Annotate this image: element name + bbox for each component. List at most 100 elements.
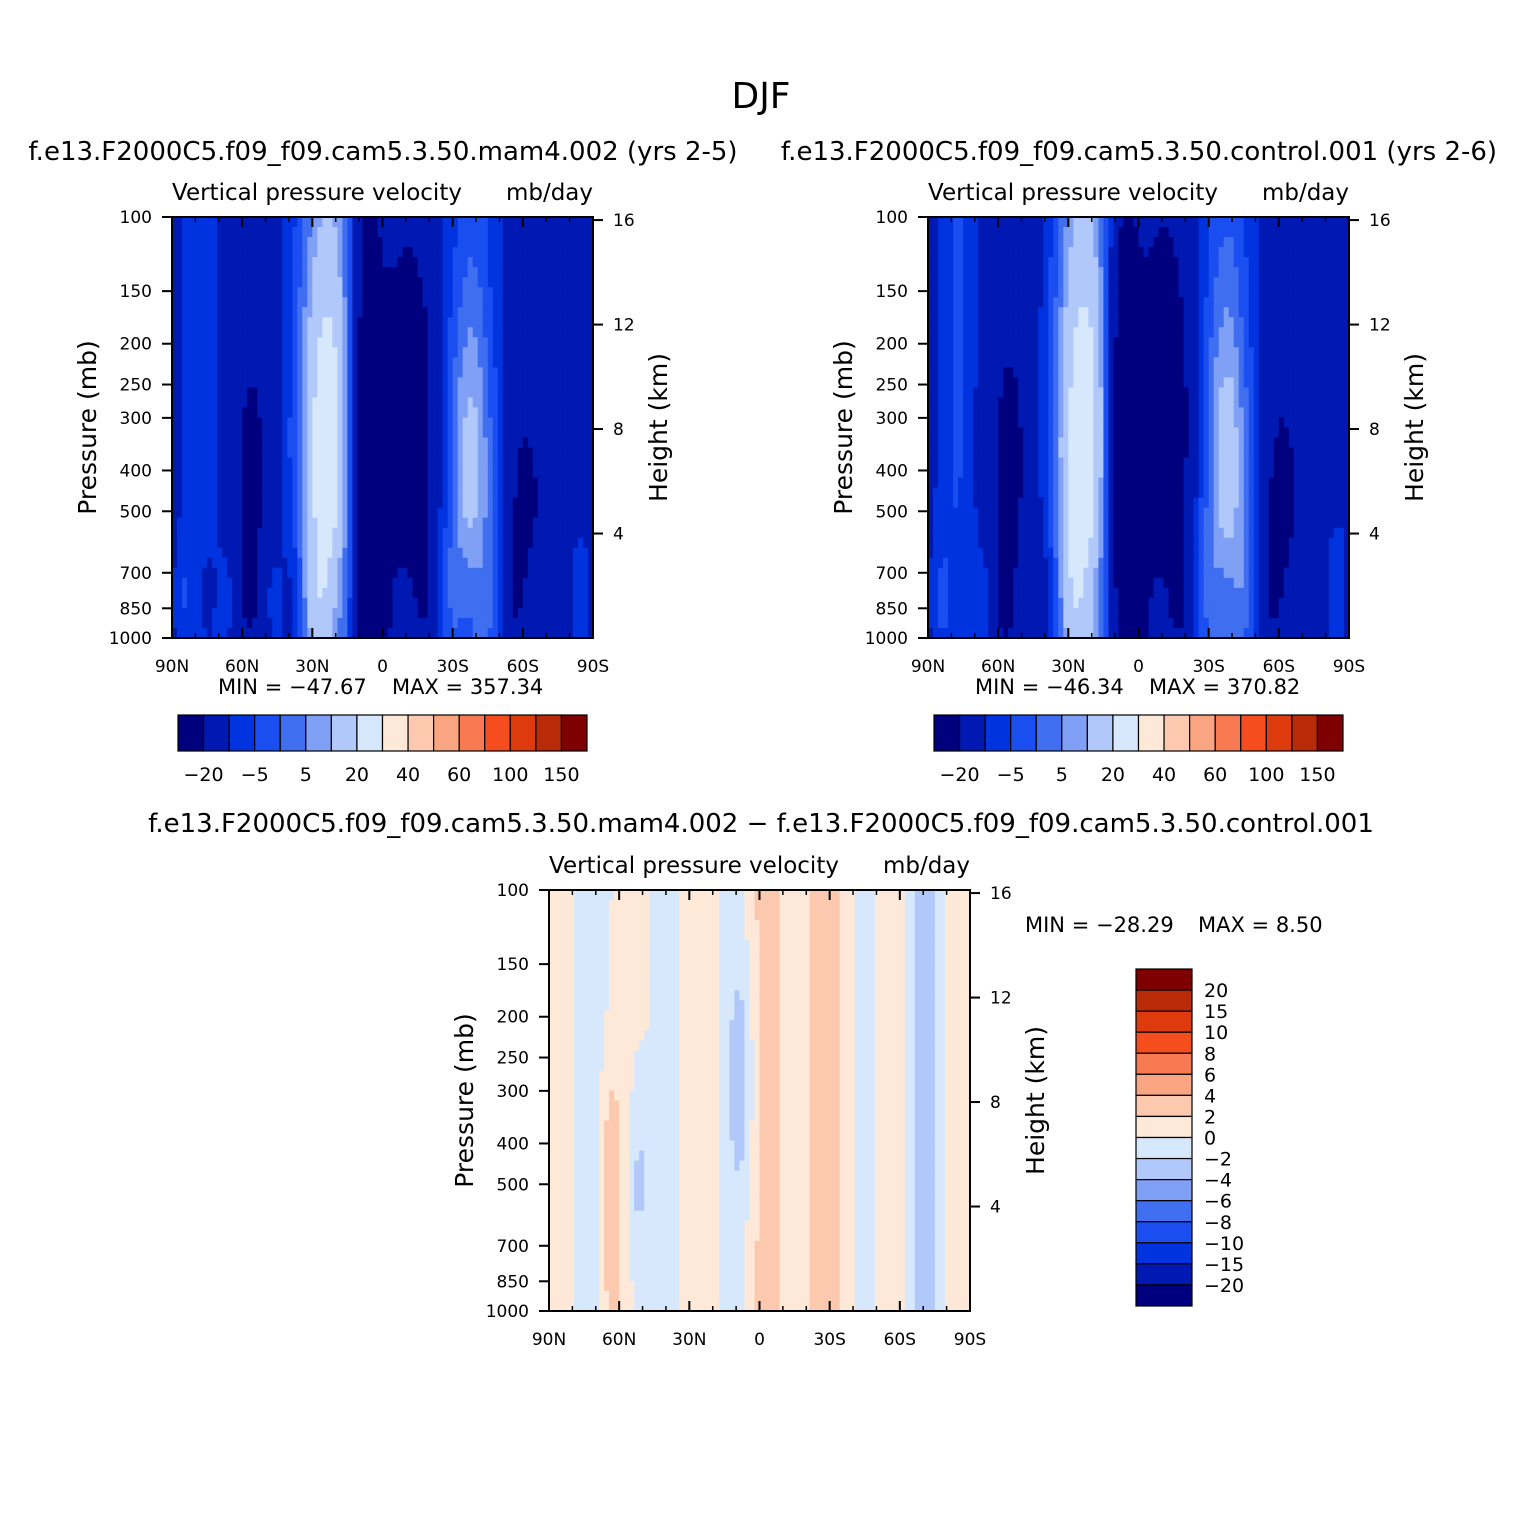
field-cell [492, 557, 499, 569]
field-cell [347, 597, 354, 609]
field-cell [362, 437, 369, 449]
field-cell [387, 487, 394, 499]
field-cell [582, 277, 589, 288]
field-cell [532, 417, 539, 429]
field-cell [1073, 317, 1079, 328]
field-cell [938, 237, 944, 248]
field-cell [407, 327, 414, 338]
field-cell [442, 347, 449, 358]
field-cell [177, 247, 183, 258]
field-cell [497, 397, 504, 409]
field-cell [1203, 257, 1210, 268]
field-cell [512, 547, 519, 559]
field-cell [372, 217, 379, 228]
field-cell [1328, 347, 1335, 358]
field-cell [312, 317, 318, 328]
field-cell [177, 567, 183, 579]
field-cell [407, 597, 414, 609]
colorbar-label: 60 [447, 764, 471, 786]
field-cell [1103, 237, 1110, 248]
field-cell [197, 337, 203, 348]
field-cell [1183, 277, 1190, 288]
field-cell [963, 327, 969, 338]
field-cell [232, 457, 238, 469]
field-cell [182, 257, 188, 268]
field-cell [1123, 287, 1130, 298]
field-cell [487, 377, 494, 388]
field-cell [307, 627, 313, 639]
field-cell [387, 627, 394, 639]
field-cell [282, 397, 288, 409]
field-cell [432, 617, 439, 629]
field-cell [1143, 317, 1150, 328]
field-cell [352, 447, 359, 459]
field-cell [973, 307, 979, 318]
field-cell [297, 327, 303, 338]
field-cell [427, 297, 434, 308]
field-cell [482, 217, 489, 228]
field-cell [472, 567, 479, 579]
field-cell [382, 467, 389, 479]
field-cell [182, 527, 188, 539]
field-cell [1228, 317, 1235, 328]
field-cell [447, 477, 454, 489]
field-cell [327, 357, 333, 368]
field-cell [1153, 307, 1160, 318]
field-cell [197, 557, 203, 569]
field-cell [562, 407, 569, 419]
field-cell [187, 587, 193, 599]
field-cell [1338, 277, 1345, 288]
field-cell [372, 437, 379, 449]
field-cell [312, 517, 318, 529]
field-cell [522, 537, 529, 549]
field-cell [227, 247, 233, 258]
field-cell [1073, 337, 1079, 348]
field-cell [1238, 307, 1245, 318]
field-cell [462, 287, 469, 298]
field-cell [557, 267, 564, 278]
field-cell [387, 517, 394, 529]
field-cell [998, 267, 1004, 278]
field-cell [537, 267, 544, 278]
field-cell [1268, 297, 1275, 308]
field-cell [257, 327, 263, 338]
field-cell [312, 337, 318, 348]
field-cell [242, 377, 248, 388]
field-cell [457, 347, 464, 358]
field-cell [252, 257, 258, 268]
field-cell [407, 337, 414, 348]
field-cell [372, 587, 379, 599]
field-cell [462, 317, 469, 328]
field-cell [462, 577, 469, 589]
field-cell [928, 257, 934, 268]
field-cell [207, 497, 213, 509]
field-cell [427, 617, 434, 629]
field-cell [247, 607, 253, 619]
field-cell [1268, 247, 1275, 258]
field-cell [482, 607, 489, 619]
field-cell [1283, 227, 1290, 238]
field-cell [522, 447, 529, 459]
field-cell [507, 407, 514, 419]
field-cell [302, 237, 308, 248]
field-cell [1318, 277, 1325, 288]
field-cell [422, 367, 429, 378]
field-cell [1323, 247, 1330, 258]
field-cell [212, 307, 218, 318]
field-cell [302, 487, 308, 499]
field-cell [1313, 317, 1320, 328]
field-cell [402, 247, 409, 258]
field-cell [267, 607, 273, 619]
field-cell [227, 417, 233, 429]
field-cell [272, 577, 278, 589]
field-cell [302, 397, 308, 409]
field-cell [297, 297, 303, 308]
field-cell [1283, 267, 1290, 278]
field-cell [467, 427, 474, 439]
field-cell [1298, 307, 1305, 318]
field-cell [1063, 327, 1069, 338]
field-cell [542, 357, 549, 368]
field-cell [422, 477, 429, 489]
field-cell [287, 577, 293, 589]
field-cell [332, 267, 338, 278]
